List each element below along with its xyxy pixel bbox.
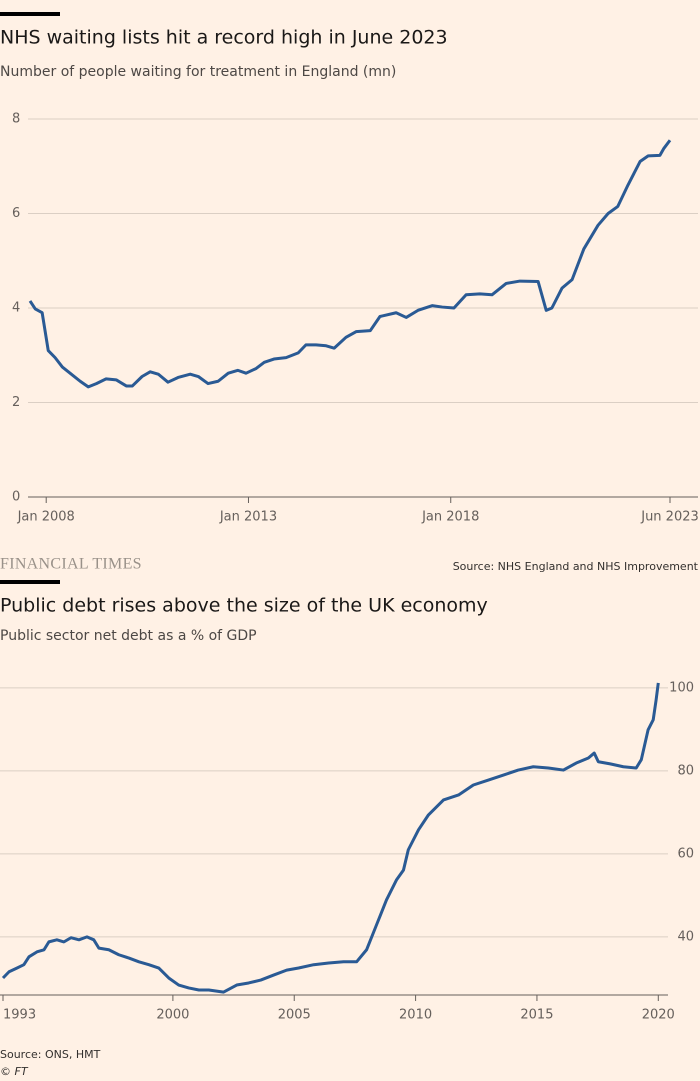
title-bar [0,580,60,584]
x-tick-label: 2010 [399,1008,432,1023]
x-tick-label: Jan 2013 [219,510,277,525]
x-tick-label: 2000 [156,1008,189,1023]
x-tick-label: 2020 [642,1008,675,1023]
x-tick-label: 2005 [278,1008,311,1023]
source: Source: ONS, HMT [0,1048,101,1061]
x-tick-label: Jun 2023 [640,510,699,525]
y-tick-label: 40 [677,929,694,944]
y-tick-label: 80 [677,763,694,778]
copyright: © FT [0,1065,29,1078]
y-tick-label: 60 [677,846,694,861]
chart-subtitle: Public sector net debt as a % of GDP [0,628,257,644]
y-tick-label: 6 [12,206,20,221]
y-tick-label: 8 [12,112,20,127]
y-tick-label: 4 [12,301,20,316]
title-bar [0,12,60,16]
chart-subtitle: Number of people waiting for treatment i… [0,64,396,80]
x-tick-label: 1993 [3,1008,36,1023]
chart-title: NHS waiting lists hit a record high in J… [0,27,448,49]
x-tick-label: 2015 [520,1008,553,1023]
line-series [1,682,660,994]
y-tick-label: 0 [12,490,20,505]
y-tick-label: 100 [669,680,694,695]
y-tick-label: 2 [12,395,20,410]
chart-title: Public debt rises above the size of the … [0,595,488,617]
line-series [28,139,672,389]
x-tick-label: Jan 2008 [17,510,75,525]
source: Source: NHS England and NHS Improvement [453,560,699,573]
branding: FINANCIAL TIMES [0,556,142,573]
x-tick-label: Jan 2018 [421,510,479,525]
